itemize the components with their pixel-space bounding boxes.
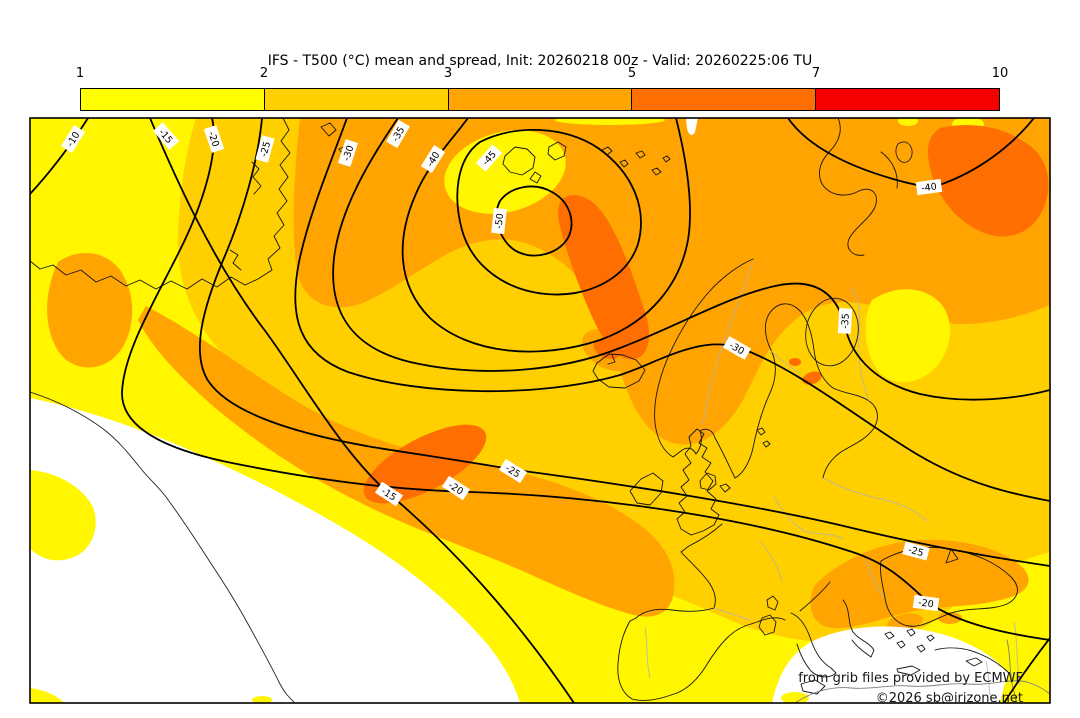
country-border [773, 496, 845, 540]
country-border [985, 660, 993, 703]
svg-text:-25: -25 [259, 140, 274, 158]
country-borders-layer [644, 261, 1021, 703]
country-border [759, 540, 783, 582]
coastline-arctic-islands [601, 146, 671, 176]
colorbar [80, 88, 1000, 111]
colorbar-tick: 1 [75, 66, 85, 81]
spread-level3-region [938, 612, 962, 624]
svg-text:-35: -35 [840, 313, 852, 329]
spread-fill-layer [30, 118, 1050, 703]
country-border [644, 626, 651, 679]
mean-contour--15 [1003, 637, 1050, 703]
attribution-line2: ©2026 sb@irizone.net [876, 691, 1023, 706]
mean-contour--50 [495, 185, 573, 257]
thin-contour [895, 141, 913, 163]
contour-labels-layer: -10 -15 -20-25 -30-35-40 -45-50-40-35-30-25-… [60, 119, 943, 612]
contour-label: -50 [491, 207, 507, 235]
colorbar-segment [81, 89, 265, 110]
coastline-france-iberia [617, 523, 786, 701]
country-border [702, 261, 754, 425]
spread-level1-patch [30, 470, 96, 561]
thin-contours-layer [30, 141, 913, 703]
spread-level1-patch [252, 696, 272, 703]
spread-level1-patch [444, 130, 566, 214]
svg-text:-25: -25 [907, 545, 925, 560]
spread-level3-region [810, 539, 1029, 629]
coastline-italy [758, 595, 837, 695]
contour-label: -20 [203, 125, 225, 153]
spread-level4-region [927, 124, 1049, 237]
svg-text:-20: -20 [205, 130, 220, 148]
country-border [850, 286, 870, 402]
spread-level1-patch [781, 692, 809, 703]
thin-contour [30, 391, 296, 703]
spread-level1-patch [30, 688, 64, 703]
contour-label: -35 [837, 308, 853, 334]
mean-contour--45 [456, 129, 642, 296]
page-title: IFS - T500 (°C) mean and spread, Init: 2… [267, 53, 813, 69]
contour-label: -40 [915, 178, 943, 196]
spread-level4-region [558, 195, 650, 360]
colorbar-segment [264, 89, 449, 110]
svg-text:-50: -50 [494, 213, 507, 230]
colorbar-segment [448, 89, 633, 110]
mean-contour--40 [401, 118, 691, 353]
country-border [822, 477, 930, 523]
country-border [770, 350, 802, 375]
mean-contour--10 [30, 118, 89, 195]
attribution-line1: from grib files provided by ECMWF [798, 671, 1023, 686]
mean-contour--20 [121, 118, 1050, 641]
coastlines-layer [30, 118, 1050, 703]
colorbar-segment [632, 89, 817, 110]
map-frame [29, 117, 1051, 704]
coastline-balkans-greece [799, 581, 983, 676]
mean-contour--15 [149, 118, 575, 703]
colorbar-tick: 7 [811, 66, 821, 81]
spread-level3-region [47, 252, 133, 368]
colorbar-tick: 5 [627, 66, 637, 81]
svg-text:-20: -20 [917, 597, 934, 610]
spread-level1-patch [865, 289, 951, 383]
spread-level4-region [789, 358, 801, 366]
spread-below1-region [686, 118, 698, 135]
coastline-ireland [629, 472, 664, 506]
coastline-great-britain [676, 428, 720, 536]
spread-below1-region [30, 398, 520, 703]
contour-label: -30 [337, 139, 359, 167]
coastline-denmark [699, 427, 771, 493]
mean-contours-layer [30, 118, 1050, 703]
coastline-greenland [30, 118, 291, 290]
contour-label: -25 [902, 541, 930, 561]
colorbar-tick: 10 [991, 66, 1009, 81]
svg-text:-30: -30 [341, 144, 356, 162]
colorbar-tick: 2 [259, 66, 269, 81]
mean-contour--35 [332, 118, 1050, 401]
spread-level4-region [802, 371, 822, 385]
country-border [865, 559, 885, 599]
coastline-svalbard [502, 141, 567, 184]
coastline-kola-whitesea [819, 118, 898, 256]
contour-label: -25 [255, 135, 275, 163]
svg-text:-40: -40 [921, 181, 938, 194]
colorbar-ticks: 1 2 3 5 7 10 [76, 66, 1008, 82]
thin-contour [805, 297, 859, 367]
coastline-iceland [592, 353, 646, 389]
colorbar-segment [816, 89, 999, 110]
coastline-fjords [229, 161, 262, 271]
coastline-turkey-south [934, 647, 1011, 675]
spread-level1-patch [555, 118, 665, 125]
colorbar-tick: 3 [443, 66, 453, 81]
contour-label: -20 [912, 594, 940, 612]
spread-level4-region [363, 424, 487, 504]
country-border [713, 607, 751, 621]
mean-contour--30 [294, 118, 1050, 502]
spread-level1-patch [898, 118, 918, 126]
mean-contour--25 [198, 118, 1050, 567]
